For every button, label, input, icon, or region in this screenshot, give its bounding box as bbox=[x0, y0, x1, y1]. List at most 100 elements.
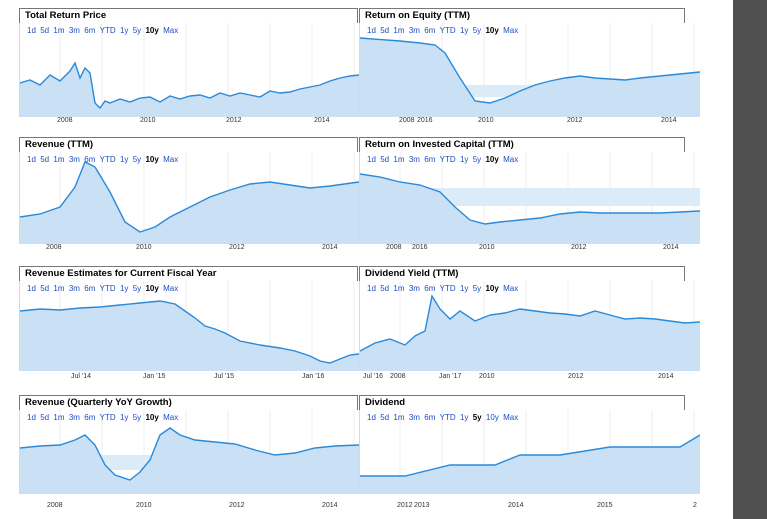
range-option-3m[interactable]: 3m bbox=[68, 413, 80, 422]
range-option-3m[interactable]: 3m bbox=[408, 284, 420, 293]
range-option-1y[interactable]: 1y bbox=[459, 284, 469, 293]
range-option-1d[interactable]: 1d bbox=[367, 26, 376, 35]
range-option-1m[interactable]: 1m bbox=[393, 26, 405, 35]
chart-plot[interactable]: 1d 5d 1m 3m 6m YTD 1y 5y 10y Max bbox=[19, 23, 359, 117]
range-option-6m[interactable]: 6m bbox=[84, 155, 96, 164]
range-option-5y[interactable]: 5y bbox=[132, 284, 142, 293]
range-option-10y[interactable]: 10y bbox=[485, 155, 499, 164]
range-option-ytd[interactable]: YTD bbox=[99, 26, 116, 35]
range-option-6m[interactable]: 6m bbox=[424, 155, 436, 164]
range-option-1y[interactable]: 1y bbox=[119, 413, 129, 422]
range-option-10y[interactable]: 10y bbox=[485, 26, 499, 35]
range-option-ytd[interactable]: YTD bbox=[439, 155, 456, 164]
range-option-1m[interactable]: 1m bbox=[53, 26, 65, 35]
range-option-5y[interactable]: 5y bbox=[132, 413, 142, 422]
range-option-6m[interactable]: 6m bbox=[424, 26, 436, 35]
range-option-ytd[interactable]: YTD bbox=[439, 26, 456, 35]
range-option-ytd[interactable]: YTD bbox=[99, 413, 116, 422]
chart-svg bbox=[360, 410, 700, 494]
range-option-1d[interactable]: 1d bbox=[27, 155, 36, 164]
range-option-1y[interactable]: 1y bbox=[459, 413, 469, 422]
range-option-10y[interactable]: 10y bbox=[145, 284, 159, 293]
chart-svg bbox=[360, 152, 700, 244]
range-option-1m[interactable]: 1m bbox=[393, 413, 405, 422]
chart-plot[interactable]: 1d 5d 1m 3m 6m YTD 1y 5y 10y Max bbox=[19, 152, 359, 244]
chart-plot[interactable]: 1d 5d 1m 3m 6m YTD 1y 5y 10y Max bbox=[359, 281, 700, 371]
range-option-max[interactable]: Max bbox=[503, 284, 519, 293]
range-selector: 1d 5d 1m 3m 6m YTD 1y 5y 10y Max bbox=[27, 413, 183, 422]
range-option-1d[interactable]: 1d bbox=[27, 284, 36, 293]
range-option-ytd[interactable]: YTD bbox=[99, 284, 116, 293]
range-option-1m[interactable]: 1m bbox=[53, 413, 65, 422]
x-tick-label: 2008 bbox=[386, 244, 402, 251]
chart-plot[interactable]: 1d 5d 1m 3m 6m YTD 1y 5y 10y Max bbox=[359, 410, 700, 494]
chart-panel-return-on-invested-capital: Return on Invested Capital (TTM) 1d 5d 1m 3… bbox=[359, 137, 700, 257]
range-option-6m[interactable]: 6m bbox=[84, 26, 96, 35]
range-option-1d[interactable]: 1d bbox=[367, 413, 376, 422]
range-option-1m[interactable]: 1m bbox=[53, 155, 65, 164]
range-option-max[interactable]: Max bbox=[163, 284, 179, 293]
range-option-5y[interactable]: 5y bbox=[472, 284, 482, 293]
range-option-5d[interactable]: 5d bbox=[380, 413, 390, 422]
range-option-3m[interactable]: 3m bbox=[408, 413, 420, 422]
chart-panel-dividend: Dividend 1d 5d 1m 3m 6m YTD 1y 5y 10y Max 2012 201… bbox=[359, 395, 700, 519]
range-option-ytd[interactable]: YTD bbox=[439, 413, 456, 422]
chart-panel-revenue-estimates: Revenue Estimates for Current Fiscal Yea… bbox=[19, 266, 359, 386]
chart-plot[interactable]: 1d 5d 1m 3m 6m YTD 1y 5y 10y Max bbox=[359, 152, 700, 244]
range-option-1d[interactable]: 1d bbox=[367, 155, 376, 164]
range-option-10y[interactable]: 10y bbox=[145, 155, 159, 164]
range-option-1y[interactable]: 1y bbox=[119, 155, 129, 164]
range-option-5d[interactable]: 5d bbox=[40, 155, 50, 164]
range-option-1y[interactable]: 1y bbox=[119, 284, 129, 293]
range-option-3m[interactable]: 3m bbox=[408, 155, 420, 164]
range-option-10y[interactable]: 10y bbox=[145, 413, 159, 422]
range-option-3m[interactable]: 3m bbox=[408, 26, 420, 35]
range-option-6m[interactable]: 6m bbox=[84, 413, 96, 422]
range-option-5y[interactable]: 5y bbox=[132, 155, 142, 164]
range-option-max[interactable]: Max bbox=[503, 155, 519, 164]
range-option-ytd[interactable]: YTD bbox=[99, 155, 116, 164]
range-option-1y[interactable]: 1y bbox=[459, 26, 469, 35]
range-option-1y[interactable]: 1y bbox=[459, 155, 469, 164]
range-option-max[interactable]: Max bbox=[163, 155, 179, 164]
chart-plot[interactable]: 1d 5d 1m 3m 6m YTD 1y 5y 10y Max bbox=[19, 410, 359, 494]
range-option-5d[interactable]: 5d bbox=[380, 155, 390, 164]
x-tick-label: Jul '14 bbox=[71, 373, 92, 380]
chart-plot[interactable]: 1d 5d 1m 3m 6m YTD 1y 5y 10y Max bbox=[359, 23, 700, 117]
range-option-10y[interactable]: 10y bbox=[485, 284, 499, 293]
range-option-max[interactable]: Max bbox=[163, 413, 179, 422]
range-option-10y[interactable]: 10y bbox=[485, 413, 499, 422]
range-option-5y[interactable]: 5y bbox=[472, 413, 482, 422]
x-axis: 2012 2013 2014 2015 2 bbox=[359, 502, 699, 512]
range-option-10y[interactable]: 10y bbox=[145, 26, 159, 35]
range-option-3m[interactable]: 3m bbox=[68, 155, 80, 164]
range-option-1d[interactable]: 1d bbox=[27, 26, 36, 35]
range-option-6m[interactable]: 6m bbox=[424, 284, 436, 293]
range-option-6m[interactable]: 6m bbox=[424, 413, 436, 422]
range-option-6m[interactable]: 6m bbox=[84, 284, 96, 293]
range-option-5y[interactable]: 5y bbox=[472, 155, 482, 164]
x-tick-label: 2012 bbox=[567, 117, 583, 124]
range-option-1y[interactable]: 1y bbox=[119, 26, 129, 35]
range-option-ytd[interactable]: YTD bbox=[439, 284, 456, 293]
range-option-max[interactable]: Max bbox=[503, 26, 519, 35]
chart-svg bbox=[20, 410, 359, 494]
range-option-5y[interactable]: 5y bbox=[132, 26, 142, 35]
range-option-5d[interactable]: 5d bbox=[380, 284, 390, 293]
range-option-1m[interactable]: 1m bbox=[393, 284, 405, 293]
range-option-1d[interactable]: 1d bbox=[367, 284, 376, 293]
range-option-5d[interactable]: 5d bbox=[40, 284, 50, 293]
range-option-max[interactable]: Max bbox=[503, 413, 519, 422]
x-tick-label: 2012 bbox=[571, 244, 587, 251]
range-option-1d[interactable]: 1d bbox=[27, 413, 36, 422]
range-option-1m[interactable]: 1m bbox=[53, 284, 65, 293]
range-option-5d[interactable]: 5d bbox=[40, 413, 50, 422]
range-option-max[interactable]: Max bbox=[163, 26, 179, 35]
range-option-5d[interactable]: 5d bbox=[40, 26, 50, 35]
range-option-5d[interactable]: 5d bbox=[380, 26, 390, 35]
range-option-3m[interactable]: 3m bbox=[68, 26, 80, 35]
range-option-1m[interactable]: 1m bbox=[393, 155, 405, 164]
range-option-3m[interactable]: 3m bbox=[68, 284, 80, 293]
chart-plot[interactable]: 1d 5d 1m 3m 6m YTD 1y 5y 10y Max bbox=[19, 281, 359, 371]
range-option-5y[interactable]: 5y bbox=[472, 26, 482, 35]
